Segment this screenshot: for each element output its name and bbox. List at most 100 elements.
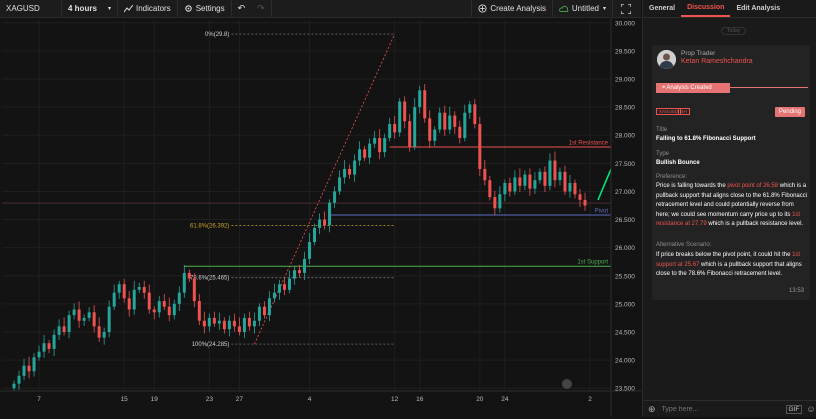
undo-icon: ↶ [237, 3, 246, 13]
symbol-selector[interactable]: XAGUSD [0, 0, 62, 17]
candle [122, 284, 126, 299]
fullscreen-button[interactable] [613, 0, 641, 17]
chart-svg[interactable]: 0%(29.8) 61.8%(26.392) 78.6%(25.465) 100%(2… [0, 18, 641, 417]
x-tick-label: 12 [391, 396, 399, 403]
indicators-button[interactable]: Indicators [118, 0, 178, 17]
add-attachment-icon[interactable]: ⊕ [648, 403, 656, 414]
y-tick-label: 29.000 [615, 77, 635, 84]
candle [102, 331, 106, 338]
fib-trend-line [254, 33, 396, 345]
candle [523, 174, 527, 186]
author-name[interactable]: Ketan Rameshchandra [681, 58, 753, 65]
x-tick-label: 20 [476, 396, 484, 403]
candle [297, 270, 302, 273]
candle [493, 197, 497, 209]
today-divider: Today [721, 27, 747, 35]
emoji-icon[interactable]: ☺ [806, 404, 816, 414]
candle [287, 278, 291, 290]
redo-button[interactable]: ↷ [251, 0, 272, 17]
create-analysis-button[interactable]: Create Analysis [471, 0, 553, 17]
gear-icon [184, 5, 192, 12]
candle [167, 306, 171, 316]
fib-level-label: 78.6%(25.465) [190, 276, 229, 282]
y-tick-label: 23.500 [615, 386, 635, 393]
candle [217, 320, 221, 324]
author-role: Prop Trader [681, 50, 716, 57]
candle [508, 183, 512, 192]
candle [363, 149, 367, 158]
tab-discussion[interactable]: Discussion [681, 0, 731, 17]
candle [67, 315, 71, 332]
candle [463, 112, 467, 139]
candle [117, 284, 121, 293]
candle [182, 272, 186, 293]
tab-general[interactable]: General [649, 5, 676, 12]
settings-label: Settings [195, 4, 225, 13]
gif-button[interactable]: GIF [785, 404, 803, 414]
candle [438, 112, 442, 130]
analysis-created-label: Analysis Created [666, 85, 712, 91]
create-analysis-label: Create Analysis [490, 4, 546, 13]
candle [197, 301, 201, 321]
candle [292, 270, 296, 279]
interval-selector[interactable]: 4 hours ▾ [62, 0, 118, 17]
chat-input[interactable] [659, 404, 782, 414]
candle [282, 284, 286, 290]
layout-label: Untitled [571, 4, 599, 13]
candle [428, 118, 432, 141]
candle [533, 180, 537, 189]
candle [318, 219, 322, 228]
candle [127, 298, 131, 310]
candle [187, 272, 191, 279]
interval-label: 4 hours [68, 4, 97, 13]
fib-level-label: 61.8%(26.392) [190, 224, 229, 230]
candle [162, 301, 166, 307]
lightbulb-icon [562, 379, 572, 389]
candle [227, 320, 231, 330]
indicators-label: Indicators [136, 4, 171, 13]
candle [563, 171, 567, 192]
analysis-created-banner: ⌖ Analysis Created [656, 83, 730, 93]
type-label: Type [656, 151, 670, 157]
candle [237, 326, 241, 332]
candle [558, 171, 562, 181]
chevron-down-icon: ▾ [602, 6, 606, 12]
candle [212, 317, 216, 324]
candle [17, 375, 21, 384]
candle [57, 326, 61, 335]
candle [37, 351, 41, 358]
candle [468, 104, 472, 113]
candle [232, 320, 236, 327]
price-chart[interactable]: 0%(29.8) 61.8%(26.392) 78.6%(25.465) 100%(2… [0, 18, 641, 417]
x-tick-label: 7 [37, 396, 41, 403]
chart-toolbar: XAGUSD 4 hours ▾ Indicators Settings ↶ ↷ … [0, 0, 641, 18]
candle [177, 292, 181, 304]
candle [568, 183, 572, 192]
candle [32, 357, 36, 372]
settings-button[interactable]: Settings [178, 0, 232, 17]
undo-button[interactable]: ↶ [232, 0, 252, 17]
candle [553, 160, 557, 181]
candle [192, 278, 196, 302]
x-tick-label: 23 [206, 396, 214, 403]
candle [247, 317, 251, 327]
x-tick-label: 19 [151, 396, 159, 403]
plus-circle-icon [478, 4, 487, 13]
y-axis-bg [611, 18, 641, 417]
tab-edit-analysis[interactable]: Edit Analysis [736, 5, 781, 12]
interval-tag: 4H [678, 108, 690, 115]
candle [333, 191, 337, 203]
level-label: 1st Resistance [569, 141, 609, 147]
preference-label: Preference: [656, 174, 688, 180]
level-label: 1st Support [577, 260, 608, 266]
candle [403, 101, 407, 122]
x-tick-label: 24 [501, 396, 509, 403]
layout-selector[interactable]: Untitled ▾ [553, 0, 613, 17]
candle [87, 312, 91, 318]
candle [383, 138, 387, 153]
candle [358, 149, 362, 161]
user-avatar-icon [657, 50, 676, 69]
candle [518, 177, 522, 186]
y-tick-label: 26.500 [615, 217, 635, 224]
candle [157, 301, 161, 313]
